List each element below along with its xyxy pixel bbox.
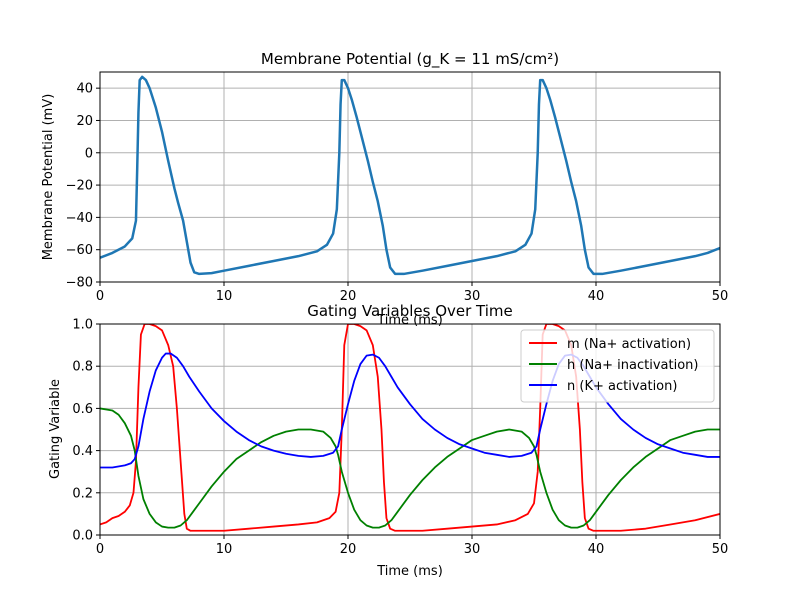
x-tick-label: 50 [712, 542, 729, 557]
plot-frame [99, 323, 721, 536]
series-line-0 [100, 75, 720, 276]
legend-box [520, 329, 715, 403]
x-tick-label: 20 [340, 542, 357, 557]
y-tick-label: 0.6 [72, 402, 93, 417]
chart-title: Membrane Potential (g_K = 11 mS/cm²) [261, 50, 559, 69]
ticks: 0 10 20 30 40 50 −80 −60 −40 −20 0 20 40 [66, 82, 729, 304]
y-tick-label: −80 [66, 276, 93, 291]
y-tick-label: 0 [85, 146, 93, 161]
y-tick-label: 20 [76, 114, 93, 129]
y-axis-label: Gating Variable [48, 379, 63, 479]
x-tick-label: 0 [96, 542, 104, 557]
x-tick-label: 10 [216, 542, 233, 557]
y-tick-label: 0.0 [72, 529, 93, 544]
x-tick-label: 10 [216, 289, 233, 304]
membrane-potential-chart: Membrane Potential (g_K = 11 mS/cm²) 0 10… [41, 50, 728, 328]
legend-label-m: m (Na+ activation) [567, 337, 691, 352]
x-tick-label: 50 [712, 289, 729, 304]
plot-frame [99, 71, 721, 283]
y-tick-label: 1.0 [72, 318, 93, 333]
y-tick-label: 40 [76, 82, 93, 97]
y-tick-label: 0.8 [72, 360, 93, 375]
ticks: 0 10 20 30 40 50 0.0 0.2 0.4 0.6 0.8 1.0 [72, 318, 728, 558]
x-tick-label: 0 [96, 289, 104, 304]
y-axis-label: Membrane Potential (mV) [41, 94, 56, 261]
y-tick-label: −20 [66, 179, 93, 194]
y-tick-label: 0.2 [72, 486, 93, 501]
x-tick-label: 20 [340, 289, 357, 304]
x-tick-label: 40 [588, 542, 605, 557]
y-tick-label: 0.4 [72, 444, 93, 459]
legend: m (Na+ activation) h (Na+ inactivation) … [520, 329, 715, 403]
legend-label-h: h (Na+ inactivation) [567, 358, 698, 373]
y-tick-label: −60 [66, 243, 93, 258]
gating-variables-chart: 0 10 20 30 40 50 0.0 0.2 0.4 0.6 0.8 1.0 Gating Var… [48, 302, 728, 579]
legend-label-n: n (K+ activation) [567, 379, 677, 394]
x-tick-label: 30 [464, 289, 481, 304]
series-layer [100, 75, 720, 276]
chart-title: Gating Variables Over Time [307, 302, 513, 320]
x-axis-label: Time (ms) [376, 564, 443, 579]
x-tick-label: 30 [464, 542, 481, 557]
y-tick-label: −40 [66, 211, 93, 226]
x-tick-label: 40 [588, 289, 605, 304]
series-line-1 [100, 407, 720, 529]
